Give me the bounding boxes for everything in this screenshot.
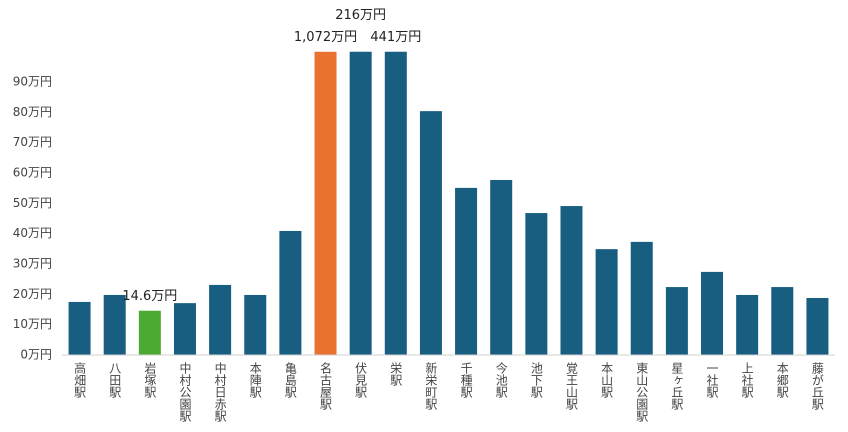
x-tick-label: 亀島駅 (283, 362, 297, 399)
bar (560, 206, 583, 355)
x-tick-label: 千種駅 (459, 362, 473, 399)
value-label: 441万円 (370, 30, 421, 45)
y-tick-label: 10万円 (13, 317, 52, 331)
bar (806, 297, 829, 355)
x-tick-label: 本陣駅 (248, 362, 262, 399)
x-tick-label: 中村日赤駅 (213, 361, 227, 423)
bar (173, 303, 196, 355)
value-label: 1,072万円 (294, 30, 357, 45)
bar (314, 51, 337, 355)
bar (736, 294, 759, 355)
y-tick-label: 70万円 (13, 135, 52, 149)
bar (525, 213, 548, 355)
y-tick-label: 80万円 (13, 105, 52, 119)
x-tick-label: 本郷駅 (775, 362, 789, 399)
x-tick-label: 東山公園駅 (635, 362, 649, 423)
bar (701, 271, 724, 355)
bar (630, 241, 653, 355)
x-tick-label: 藤が丘駅 (810, 362, 824, 411)
x-tick-label: 高畑駅 (73, 361, 87, 399)
x-tick-label: 上社駅 (740, 362, 754, 399)
x-tick-label: 八田駅 (108, 362, 122, 399)
plot-area (68, 51, 829, 356)
x-tick-label: 栄駅 (389, 362, 403, 387)
y-tick-label: 30万円 (13, 257, 52, 271)
bar (595, 249, 618, 355)
x-tick-label: 一社駅 (705, 362, 719, 399)
bar (455, 187, 478, 355)
x-tick-label: 新栄町駅 (424, 361, 438, 411)
x-tick-label: 今池駅 (494, 361, 508, 399)
bar (244, 294, 267, 355)
x-tick-label: 中村公園駅 (178, 361, 192, 423)
bar (419, 111, 442, 356)
x-tick-label: 岩塚駅 (143, 361, 157, 399)
x-tick-label: 星ヶ丘駅 (670, 362, 684, 411)
bar (349, 51, 372, 355)
x-tick-label: 覚王山駅 (564, 362, 578, 411)
bar (490, 179, 513, 355)
y-tick-label: 20万円 (13, 287, 52, 301)
x-tick-label: 伏見駅 (354, 362, 368, 399)
value-label: 216万円 (335, 8, 386, 23)
y-tick-label: 0万円 (20, 348, 52, 362)
x-tick-label: 池下駅 (529, 362, 543, 399)
y-tick-label: 50万円 (13, 196, 52, 210)
bar (771, 287, 794, 355)
bar (68, 301, 91, 355)
bar (209, 284, 232, 355)
bar (665, 287, 688, 355)
x-tick-label: 本山駅 (600, 362, 614, 399)
bar (279, 230, 302, 355)
bar (138, 310, 161, 355)
bar (103, 294, 126, 355)
y-tick-label: 90万円 (13, 75, 52, 89)
y-tick-label: 40万円 (13, 226, 52, 240)
x-tick-label: 名古屋駅 (319, 361, 333, 411)
y-tick-label: 60万円 (13, 166, 52, 180)
value-label: 14.6万円 (122, 289, 177, 304)
bar (384, 51, 407, 355)
